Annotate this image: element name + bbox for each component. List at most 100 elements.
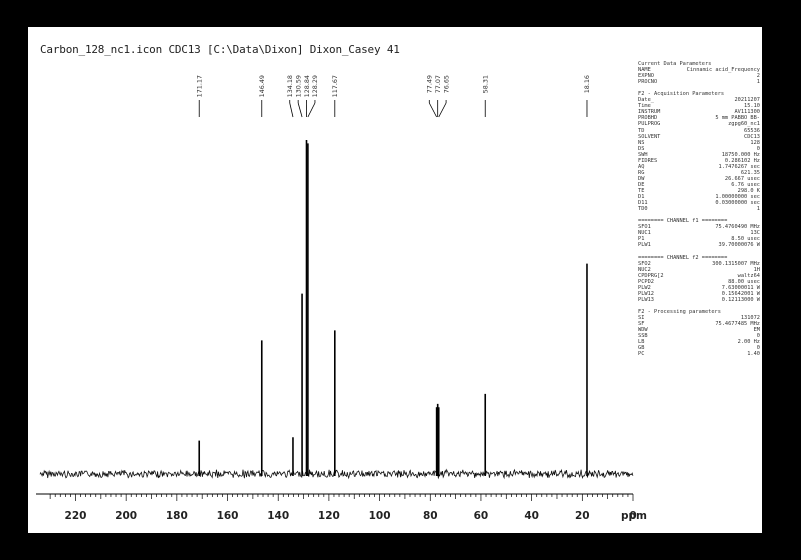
param-value: waltz64	[737, 272, 760, 279]
peak-label: 117.67	[331, 75, 339, 97]
param-key: NS	[638, 139, 645, 146]
peak-label: 18.16	[583, 75, 591, 93]
param-row: CPDPRG[2 waltz64	[638, 273, 760, 279]
param-value: 0	[756, 345, 760, 352]
param-key: SI	[638, 314, 645, 321]
param-value: 0.12113000 W	[721, 296, 760, 303]
param-key: NUC1	[638, 230, 651, 237]
param-value: 2.00 Hz	[737, 339, 760, 346]
param-value: 0	[756, 333, 760, 340]
param-key: PLW12	[638, 290, 654, 297]
param-value: 0.03000000 sec	[715, 200, 760, 207]
param-row: SFO1 75.4760490 MHz	[638, 224, 760, 230]
param-row: NUC2 1H	[638, 267, 760, 273]
param-key: PLW13	[638, 296, 654, 303]
param-value: zgpg60_nc1	[728, 121, 760, 128]
x-tick-label: 120	[318, 510, 340, 522]
param-row: PC 1.40	[638, 351, 760, 357]
param-key: PULPROG	[638, 121, 661, 128]
param-value: EM	[753, 327, 760, 334]
param-row: NS 128	[638, 140, 760, 146]
x-tick-label: 20	[575, 510, 590, 522]
peak-marker-leader	[297, 102, 303, 118]
spectrum-sheet: Carbon_128_nc1.icon CDC13 [C:\Data\Dixon…	[28, 27, 762, 533]
param-value: 128	[750, 139, 760, 146]
param-row: SSB 0	[638, 333, 760, 339]
param-row: LB 2.00 Hz	[638, 339, 760, 345]
param-key: FIDRES	[638, 157, 658, 164]
param-key: TE	[638, 187, 645, 194]
param-key: PROBHD	[638, 115, 658, 122]
param-value: 0.286102 Hz	[724, 157, 760, 164]
parameters-panel: Current Data Parameters NAME Cinnamic acid…	[638, 61, 760, 357]
param-row: PROBHD 5 mm PABBO BB-	[638, 115, 760, 121]
baseline-noise	[39, 468, 634, 480]
param-value: 621.35	[740, 169, 760, 176]
param-value: 1.7476267 sec	[718, 163, 760, 170]
param-row: P1 8.50 usec	[638, 236, 760, 242]
param-key: PC	[638, 351, 645, 358]
x-tick-label: 80	[423, 510, 438, 522]
param-row: GB 0	[638, 345, 760, 351]
param-row: TD0 1	[638, 206, 760, 212]
param-heading: F2 - Acquisition Parameters	[638, 91, 725, 98]
param-value: 88.00 usec	[728, 278, 760, 285]
param-row: INSTRUM AV111300	[638, 109, 760, 115]
param-value: 75.4760490 MHz	[715, 224, 760, 231]
param-value: 298.0 K	[737, 187, 760, 194]
peak-label: 58.31	[481, 75, 489, 93]
param-value: 0	[756, 145, 760, 152]
param-key: TD	[638, 127, 645, 134]
param-row: EXPNO 2	[638, 73, 760, 79]
peak-label: 77.07	[434, 75, 442, 93]
param-key: P1	[638, 236, 645, 243]
param-row: SWH 18750.000 Hz	[638, 152, 760, 158]
peak-marker-leader	[307, 102, 316, 118]
param-value: 1	[756, 206, 760, 213]
param-key: AQ	[638, 163, 645, 170]
param-key: DS	[638, 145, 645, 152]
param-key: DW	[638, 175, 645, 182]
x-tick-label: 160	[217, 510, 239, 522]
peak-label: 76.65	[442, 75, 450, 93]
param-value: 6.76 usec	[731, 181, 760, 188]
param-key: INSTRUM	[638, 109, 661, 116]
param-key: LB	[638, 339, 645, 346]
param-heading: ======== CHANNEL f2 ========	[638, 254, 728, 261]
param-row: PLW2 7.63000011 W	[638, 285, 760, 291]
param-row: FIDRES 0.286102 Hz	[638, 158, 760, 164]
param-value: 131072	[740, 314, 760, 321]
param-key: D1	[638, 194, 645, 201]
param-row: PCPD2 88.00 usec	[638, 279, 760, 285]
param-value: CDC13	[744, 133, 760, 140]
param-row: SFO2 300.1315007 MHz	[638, 261, 760, 267]
param-value: 5 mm PABBO BB-	[715, 115, 760, 122]
param-key: WDW	[638, 327, 648, 334]
param-value: 1.40	[747, 351, 760, 358]
x-tick-label: 60	[474, 510, 489, 522]
param-key: D11	[638, 200, 648, 207]
param-row: PLW12 0.15642001 W	[638, 291, 760, 297]
peak-label: 171.17	[195, 75, 203, 97]
param-value: 1	[756, 79, 760, 86]
peak-label: 130.59	[294, 75, 302, 97]
param-value: 1.00000000 sec	[715, 194, 760, 201]
param-key: PROCNO	[638, 79, 658, 86]
param-heading: ======== CHANNEL f1 ========	[638, 218, 728, 225]
x-tick-label: 40	[524, 510, 539, 522]
param-row: DS 0	[638, 146, 760, 152]
param-row: PULPROG zgpg60_nc1	[638, 121, 760, 127]
baseline-trace	[39, 468, 634, 480]
param-value: 2	[756, 73, 760, 80]
param-key: RG	[638, 169, 645, 176]
param-value: 8.50 usec	[731, 236, 760, 243]
peak-label: 146.49	[258, 75, 266, 97]
peak-label: 128.29	[311, 75, 319, 97]
peak-marker-leader	[428, 102, 437, 118]
param-heading: F2 - Processing parameters	[638, 308, 721, 315]
param-value: 20211207	[734, 97, 760, 104]
param-key: PCPD2	[638, 278, 654, 285]
param-row: Time 15.10	[638, 103, 760, 109]
param-value: 0.15642001 W	[721, 290, 760, 297]
